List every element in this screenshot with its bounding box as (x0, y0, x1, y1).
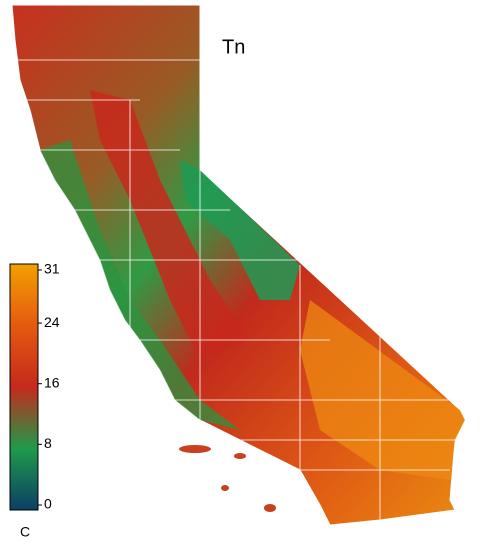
colorbar-unit: C (20, 524, 30, 540)
colorbar (9, 263, 39, 511)
colorbar-tick-label: 24 (44, 314, 60, 330)
colorbar-tick-label: 0 (44, 496, 52, 512)
county-lines (12, 59, 460, 520)
colorbar-tick-label: 8 (44, 435, 52, 451)
colorbar-tick-label: 31 (44, 261, 60, 277)
sierra-band (180, 160, 300, 300)
coast-band (40, 140, 240, 430)
desert-region (300, 300, 465, 480)
islands (179, 445, 276, 512)
california-map (11, 4, 466, 526)
map-title: Tn (222, 36, 245, 58)
colorbar-tick-label: 16 (44, 374, 60, 390)
